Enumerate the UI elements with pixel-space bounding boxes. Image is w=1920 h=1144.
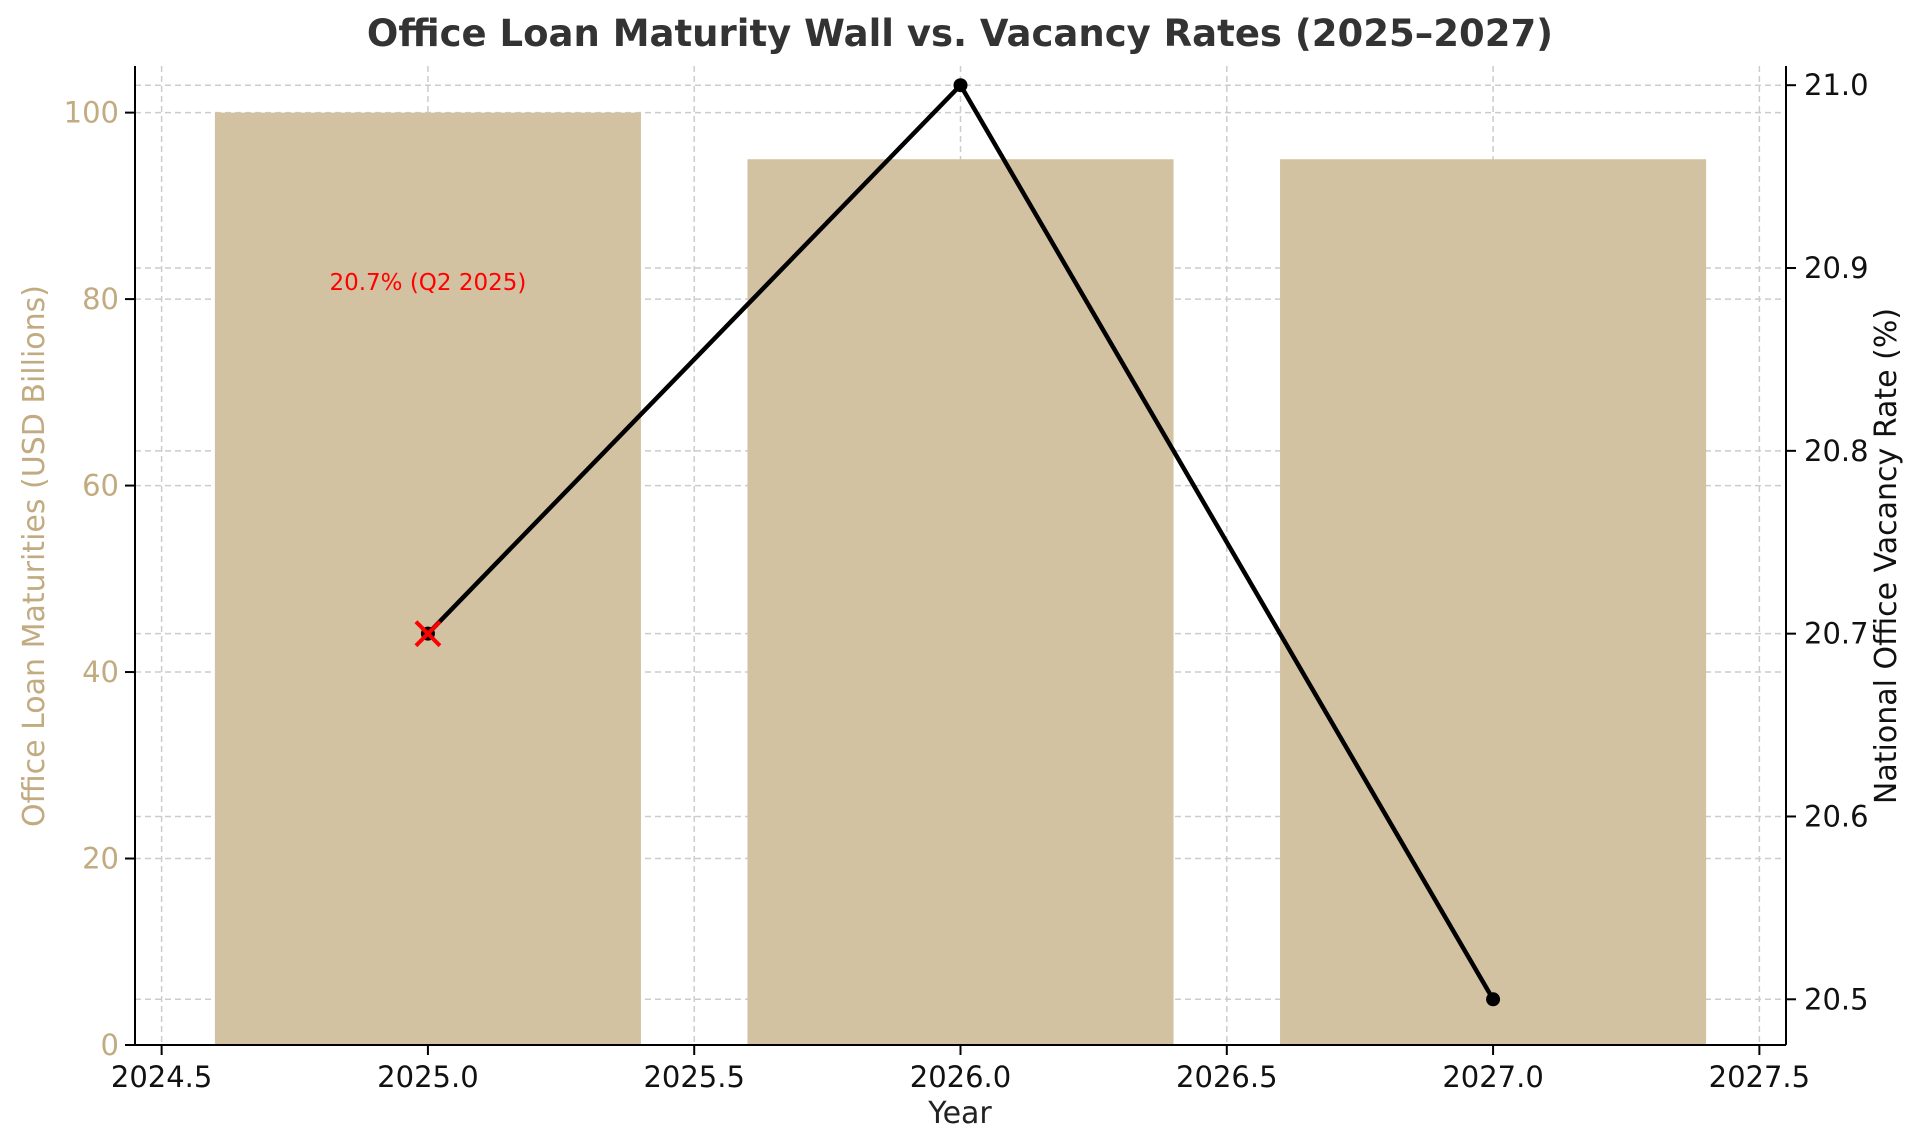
y2-tick-label-3: 20.8 [1804, 434, 1869, 468]
x-tick-label-2: 2025.5 [643, 1060, 744, 1094]
annotation-marker-0-stroke-b [414, 620, 442, 648]
vacancy-point-2 [1486, 992, 1501, 1007]
x-tick-label-6: 2027.5 [1709, 1060, 1810, 1094]
x-tick-label-4: 2026.5 [1176, 1060, 1277, 1094]
bar-0 [214, 112, 641, 1046]
y2-tick-label-0: 20.5 [1804, 982, 1869, 1016]
chart-title: Office Loan Maturity Wall vs. Vacancy Ra… [367, 12, 1553, 55]
x-tick-label-5: 2027.0 [1442, 1060, 1543, 1094]
y2-tick-label-1: 20.6 [1804, 799, 1869, 833]
y2-tick-label-4: 20.9 [1804, 251, 1869, 285]
y-tick-label-3: 60 [82, 469, 119, 503]
left-axis-title: Office Loan Maturities (USD Billions) [17, 285, 52, 827]
y-tick-label-1: 20 [82, 842, 119, 876]
x-tick-label-0: 2024.5 [111, 1060, 212, 1094]
y-tick-label-2: 40 [82, 655, 119, 689]
tick-labels: 2024.5 2025.0 2025.5 2026.0 2026.5 2027.0 2027… [64, 68, 1869, 1094]
annotations: 20.7% (Q2 2025) [329, 270, 526, 648]
y2-tick-label-2: 20.7 [1804, 617, 1869, 651]
bar-1 [747, 159, 1174, 1045]
y-tick-label-4: 80 [82, 282, 119, 316]
y-tick-label-0: 0 [101, 1028, 119, 1062]
bars [214, 112, 1707, 1046]
right-axis-title: National Office Vacancy Rate (%) [1869, 308, 1904, 804]
annotation-label-0: 20.7% (Q2 2025) [329, 270, 526, 296]
y-tick-label-5: 100 [64, 96, 119, 130]
y2-tick-label-5: 21.0 [1804, 68, 1869, 102]
vacancy-point-1 [953, 78, 968, 93]
x-tick-label-1: 2025.0 [377, 1060, 478, 1094]
x-tick-label-3: 2026.0 [910, 1060, 1011, 1094]
x-axis-title: Year [927, 1096, 992, 1131]
bar-2 [1280, 159, 1707, 1045]
